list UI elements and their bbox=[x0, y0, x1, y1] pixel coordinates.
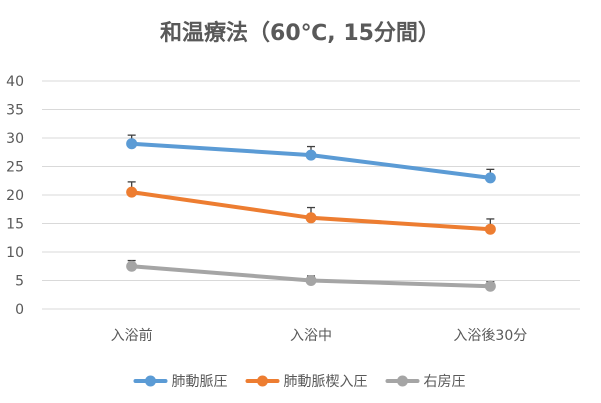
x-tick-label: 入浴中 bbox=[290, 328, 332, 344]
legend-item: 肺動脈圧 bbox=[133, 374, 228, 390]
legend-label: 右房圧 bbox=[424, 374, 466, 390]
x-tick-label: 入浴前 bbox=[111, 327, 153, 344]
legend-label: 肺動脈圧 bbox=[172, 374, 228, 390]
y-tick-label: 20 bbox=[6, 188, 24, 204]
y-tick-label: 25 bbox=[6, 160, 24, 176]
data-point bbox=[484, 223, 496, 235]
y-tick-label: 40 bbox=[6, 74, 24, 90]
y-tick-label: 35 bbox=[6, 103, 24, 119]
legend-marker bbox=[145, 375, 156, 387]
legend-label: 肺動脈楔入圧 bbox=[284, 374, 368, 390]
series-lines bbox=[126, 134, 496, 292]
data-point bbox=[126, 260, 138, 272]
axes: 0 5 10 15 20 25 30 35 40 入浴前 入浴中 入浴後30分 bbox=[6, 74, 527, 344]
y-tick-label: 15 bbox=[6, 217, 24, 233]
legend: 肺動脈圧 肺動脈楔入圧 右房圧 bbox=[133, 374, 466, 390]
y-tick-label: 5 bbox=[15, 274, 24, 290]
data-point bbox=[484, 280, 496, 292]
series-3 bbox=[126, 259, 496, 292]
legend-marker bbox=[397, 375, 408, 387]
legend-marker bbox=[257, 375, 268, 387]
series-1 bbox=[126, 134, 496, 184]
data-point bbox=[126, 138, 138, 150]
y-tick-label: 10 bbox=[6, 245, 24, 261]
x-tick-label: 入浴後30分 bbox=[453, 328, 527, 344]
data-point bbox=[305, 149, 317, 161]
y-tick-label: 0 bbox=[15, 302, 24, 318]
y-tick-label: 30 bbox=[6, 131, 24, 147]
data-point bbox=[305, 212, 317, 224]
chart-title: 和温療法（60℃, 15分間） bbox=[160, 20, 440, 46]
legend-item: 右房圧 bbox=[385, 374, 466, 390]
gridlines bbox=[42, 80, 580, 310]
data-point bbox=[126, 186, 138, 198]
data-point bbox=[484, 172, 496, 184]
series-2 bbox=[126, 181, 496, 235]
data-point bbox=[305, 275, 317, 286]
legend-item: 肺動脈楔入圧 bbox=[245, 374, 368, 390]
